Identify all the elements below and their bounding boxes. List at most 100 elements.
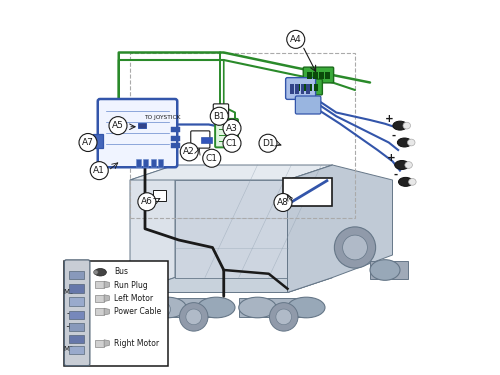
- Text: A5: A5: [112, 121, 124, 130]
- Bar: [95, 281, 104, 288]
- Text: Bus: Bus: [114, 267, 128, 276]
- Text: -: -: [392, 131, 396, 141]
- Polygon shape: [130, 165, 332, 180]
- Polygon shape: [104, 308, 110, 315]
- Bar: [171, 136, 179, 141]
- Bar: [153, 190, 166, 201]
- Text: TO JOYSTICK: TO JOYSTICK: [144, 115, 181, 120]
- Text: A3: A3: [226, 124, 238, 133]
- Circle shape: [233, 123, 239, 129]
- Bar: [69, 322, 84, 331]
- Ellipse shape: [408, 139, 415, 146]
- Circle shape: [109, 117, 127, 135]
- Circle shape: [274, 194, 292, 211]
- Text: +: +: [385, 114, 394, 124]
- Bar: [69, 346, 84, 354]
- FancyBboxPatch shape: [191, 131, 210, 148]
- Polygon shape: [130, 278, 332, 292]
- Ellipse shape: [239, 297, 276, 318]
- Bar: [239, 298, 306, 317]
- Text: D1: D1: [262, 139, 274, 148]
- Text: A4: A4: [290, 35, 302, 44]
- FancyBboxPatch shape: [215, 119, 238, 147]
- Circle shape: [259, 134, 277, 152]
- Circle shape: [276, 309, 291, 325]
- Polygon shape: [104, 295, 110, 302]
- Bar: [69, 284, 84, 292]
- Text: Power Cable: Power Cable: [114, 308, 162, 316]
- Bar: [150, 159, 156, 167]
- Polygon shape: [130, 165, 175, 292]
- Ellipse shape: [94, 268, 106, 276]
- FancyBboxPatch shape: [303, 67, 334, 83]
- Ellipse shape: [370, 260, 400, 280]
- Circle shape: [180, 303, 208, 331]
- Ellipse shape: [405, 162, 412, 168]
- Text: M2: M2: [64, 346, 74, 352]
- Bar: [283, 178, 332, 206]
- Bar: [130, 53, 355, 217]
- Ellipse shape: [198, 297, 235, 318]
- Bar: [138, 123, 146, 128]
- Circle shape: [203, 149, 221, 167]
- Bar: [64, 261, 168, 366]
- Ellipse shape: [393, 121, 407, 130]
- Bar: [326, 72, 330, 79]
- Circle shape: [79, 134, 97, 152]
- Ellipse shape: [403, 122, 410, 129]
- Text: A6: A6: [141, 197, 153, 206]
- Text: Left Motor: Left Motor: [114, 294, 154, 303]
- Bar: [95, 308, 104, 315]
- FancyBboxPatch shape: [296, 96, 321, 114]
- FancyBboxPatch shape: [213, 104, 228, 118]
- Bar: [308, 84, 312, 91]
- Text: C1: C1: [226, 139, 238, 148]
- Circle shape: [186, 309, 202, 325]
- Ellipse shape: [288, 297, 325, 318]
- Bar: [95, 295, 104, 302]
- Text: A8: A8: [277, 198, 289, 207]
- Ellipse shape: [398, 138, 411, 147]
- Bar: [136, 159, 141, 167]
- Circle shape: [223, 119, 241, 137]
- Bar: [201, 137, 212, 143]
- Text: -: -: [393, 170, 397, 180]
- Circle shape: [210, 107, 228, 125]
- Text: -: -: [67, 309, 70, 318]
- Bar: [320, 72, 324, 79]
- Bar: [69, 297, 84, 306]
- Circle shape: [138, 193, 156, 211]
- Polygon shape: [175, 180, 288, 278]
- Bar: [69, 335, 84, 343]
- Bar: [314, 84, 318, 91]
- Bar: [171, 143, 179, 148]
- Polygon shape: [288, 165, 393, 292]
- Circle shape: [157, 303, 170, 316]
- Bar: [306, 84, 310, 94]
- FancyBboxPatch shape: [98, 99, 177, 167]
- Ellipse shape: [408, 178, 416, 185]
- Ellipse shape: [395, 160, 409, 170]
- Circle shape: [286, 201, 291, 207]
- Text: Right Motor: Right Motor: [114, 339, 160, 348]
- Bar: [308, 72, 312, 79]
- Bar: [69, 271, 84, 279]
- Bar: [69, 310, 84, 319]
- Bar: [149, 298, 216, 317]
- Bar: [314, 72, 318, 79]
- Text: M1: M1: [63, 290, 74, 296]
- Circle shape: [223, 134, 241, 152]
- FancyBboxPatch shape: [286, 78, 316, 99]
- FancyBboxPatch shape: [64, 260, 90, 366]
- Polygon shape: [288, 165, 333, 292]
- Circle shape: [334, 227, 376, 268]
- Circle shape: [342, 235, 367, 260]
- Circle shape: [270, 303, 298, 331]
- Bar: [300, 84, 304, 94]
- Bar: [171, 127, 179, 132]
- Circle shape: [180, 143, 198, 161]
- Text: +: +: [387, 153, 396, 163]
- Bar: [296, 84, 299, 94]
- FancyBboxPatch shape: [292, 79, 322, 95]
- Ellipse shape: [149, 297, 186, 318]
